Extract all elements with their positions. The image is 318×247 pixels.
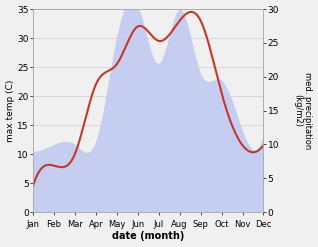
Y-axis label: max temp (C): max temp (C) (5, 79, 15, 142)
Y-axis label: med. precipitation
(kg/m2): med. precipitation (kg/m2) (293, 72, 313, 149)
X-axis label: date (month): date (month) (112, 231, 184, 242)
